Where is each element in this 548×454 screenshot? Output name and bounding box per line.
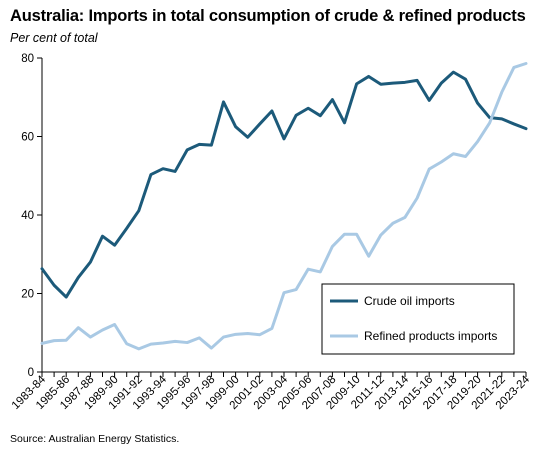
y-tick-label: 20	[21, 289, 34, 301]
y-tick-label: 80	[21, 53, 34, 65]
x-axis: 1983-841985-861987-881989-901991-921993-…	[10, 371, 533, 412]
legend: Crude oil imports Refined products impor…	[321, 283, 515, 355]
series-line-crude-oil-imports	[40, 70, 528, 299]
chart-title: Australia: Imports in total consumption …	[10, 7, 526, 25]
y-tick-label: 40	[21, 210, 34, 222]
y-tick-label: 0	[28, 367, 34, 379]
y-axis: 0 20 40 60 80	[21, 53, 43, 379]
legend-box	[321, 283, 515, 355]
legend-label-refined: Refined products imports	[364, 329, 497, 343]
y-tick-label: 60	[21, 132, 34, 144]
series-line-refined-products-imports	[40, 62, 528, 351]
legend-label-crude: Crude oil imports	[364, 294, 455, 308]
source-note: Source: Australian Energy Statistics.	[10, 433, 180, 445]
chart-subtitle: Per cent of total	[10, 31, 98, 45]
series-group	[40, 62, 528, 351]
